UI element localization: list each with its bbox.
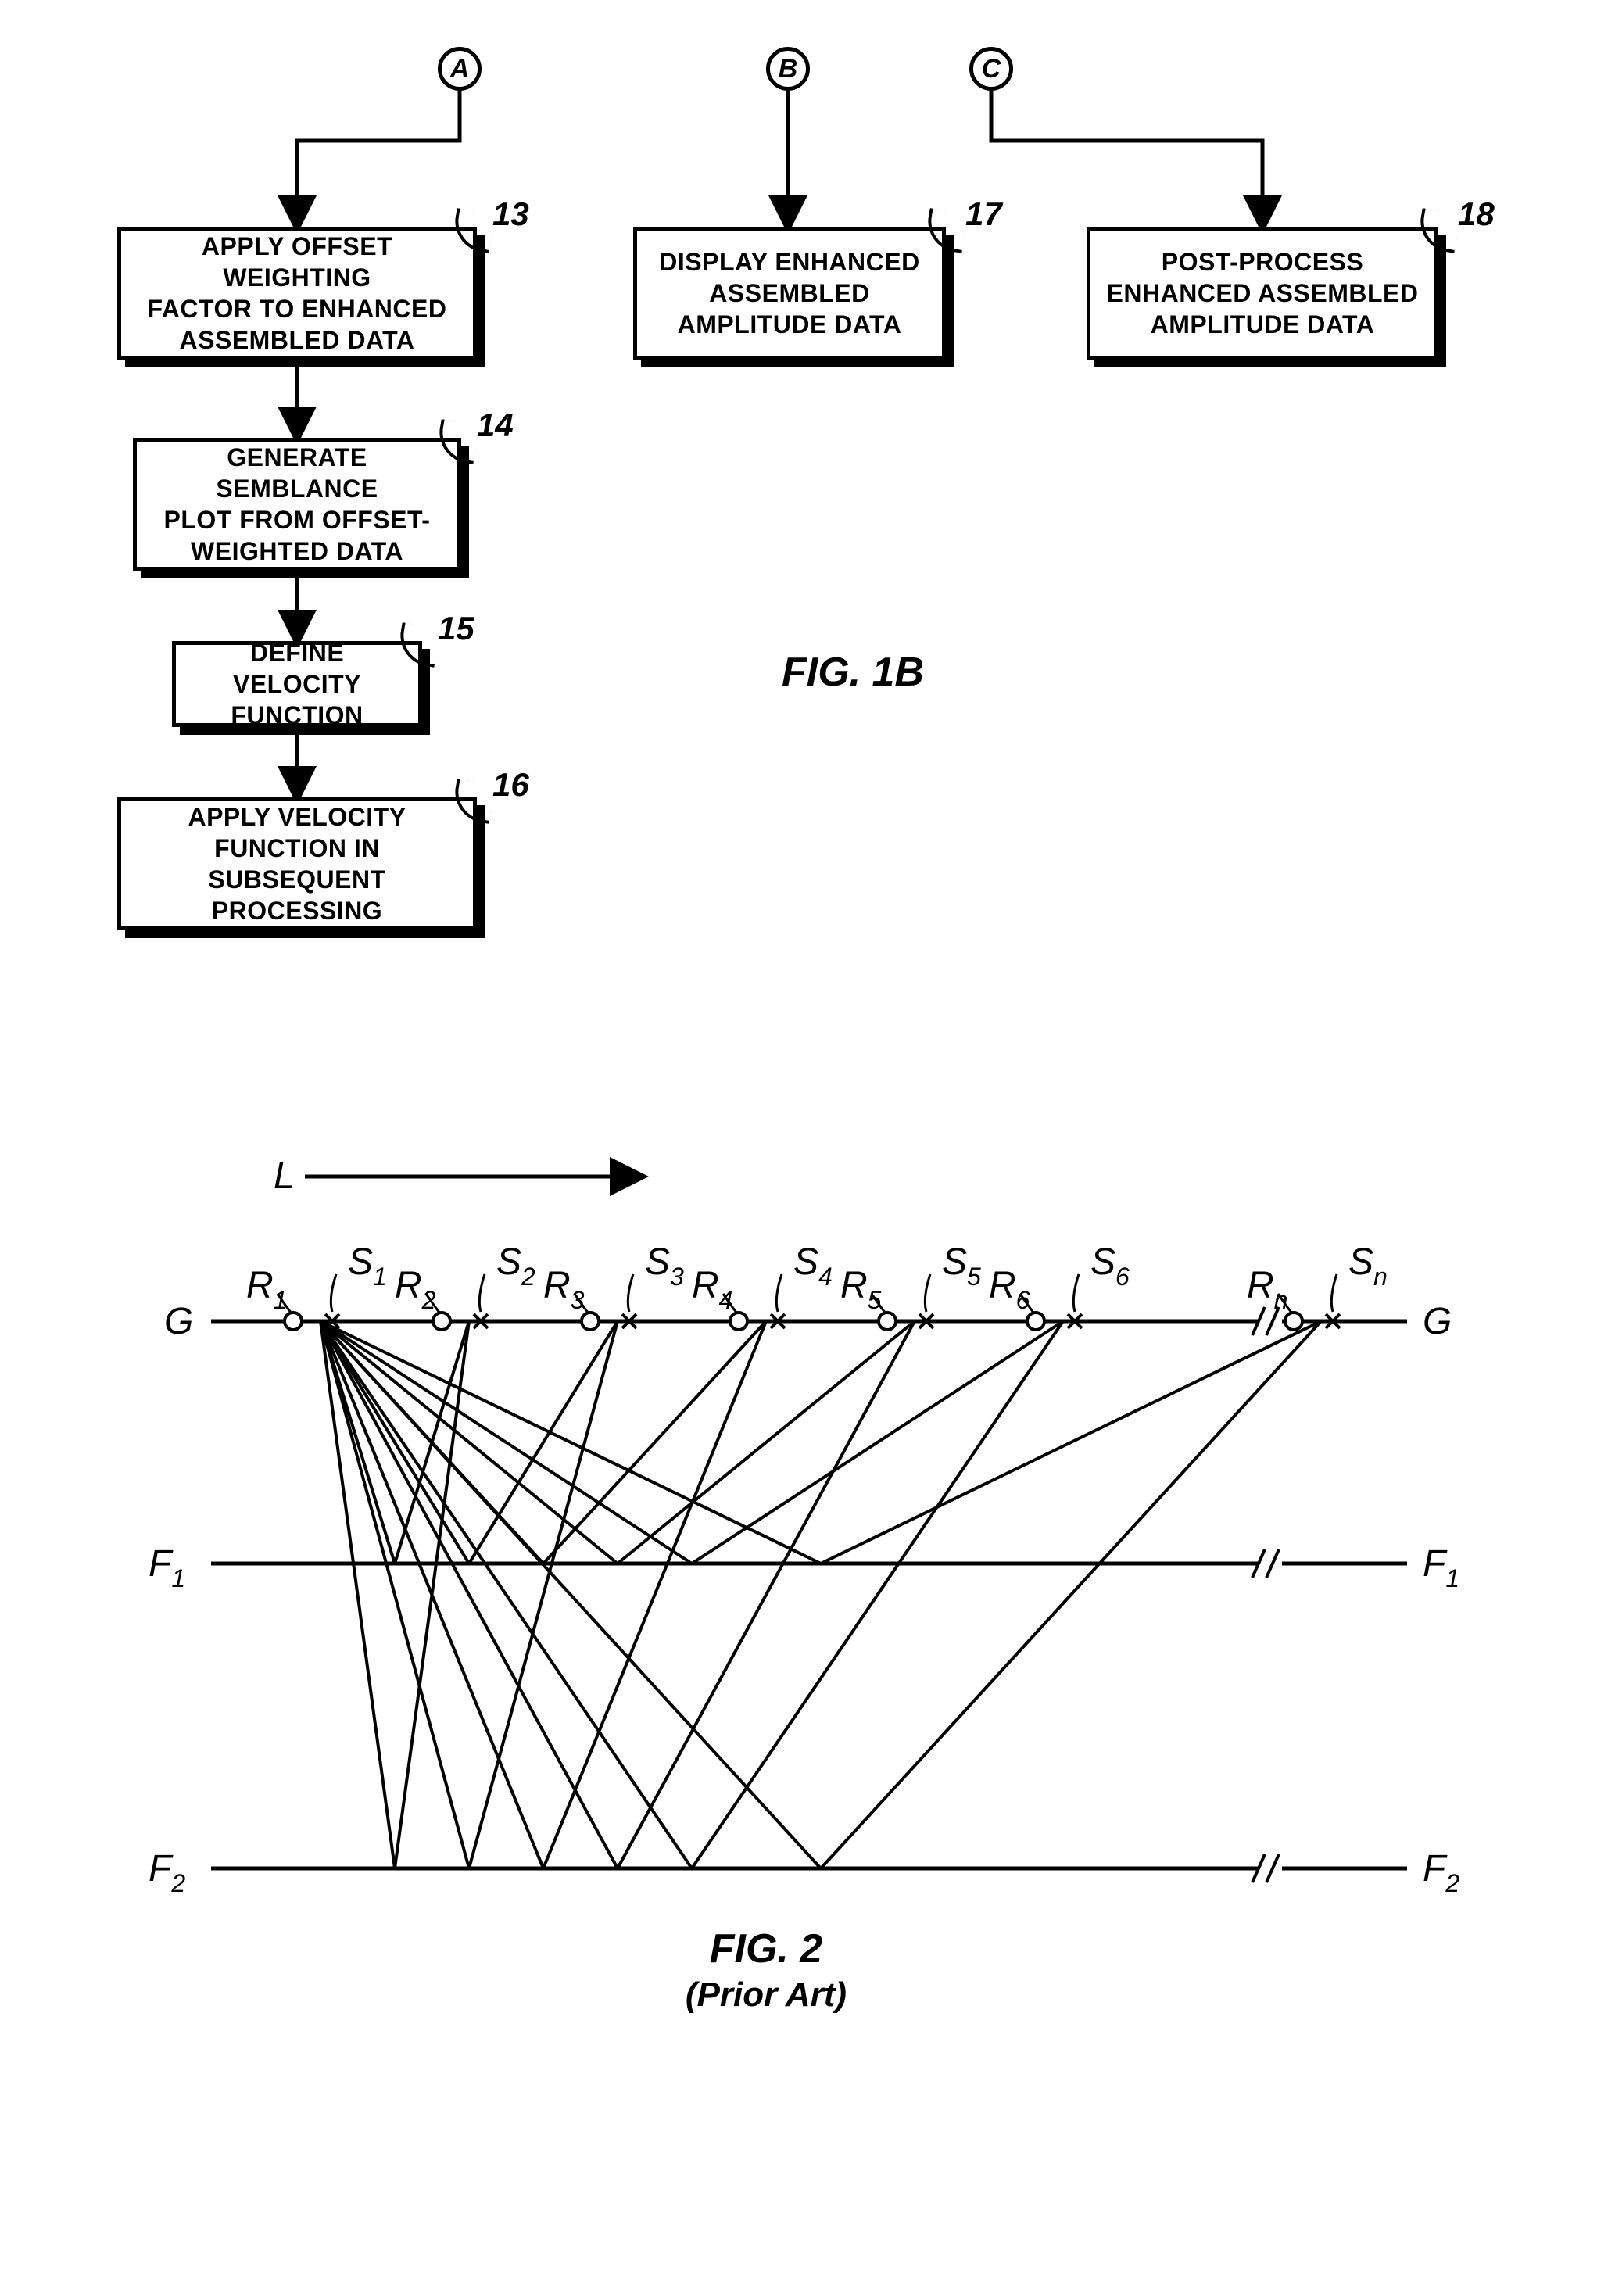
ray-f2-down	[320, 1321, 618, 1868]
flow-box-text: APPLY OFFSET WEIGHTINGFACTOR TO ENHANCED…	[135, 231, 459, 356]
break-mark	[1266, 1549, 1279, 1578]
ray-f2-down	[320, 1321, 692, 1868]
receiver-marker	[1027, 1313, 1044, 1330]
g-right: G	[1423, 1301, 1452, 1342]
connector-c: C	[969, 47, 1013, 91]
flow-box-14: GENERATE SEMBLANCEPLOT FROM OFFSET-WEIGH…	[133, 438, 461, 571]
flow-box-13: APPLY OFFSET WEIGHTINGFACTOR TO ENHANCED…	[117, 227, 477, 360]
flow-box-15: DEFINE VELOCITYFUNCTION	[172, 641, 422, 727]
ref-num-16: 16	[492, 766, 529, 804]
fig1b-label: FIG. 1B	[782, 649, 924, 696]
ref-num-17: 17	[965, 195, 1002, 233]
connector-a-label: A	[450, 54, 470, 84]
receiver-label-6: R6	[989, 1265, 1030, 1314]
flow-box-17: DISPLAY ENHANCEDASSEMBLEDAMPLITUDE DATA	[633, 227, 946, 360]
fig2-label: FIG. 2(Prior Art)	[686, 1926, 847, 2014]
connector-c-label: C	[982, 54, 1001, 84]
connector-b: B	[766, 47, 810, 91]
source-label-1: S1	[348, 1241, 387, 1291]
fig1b-label-text: FIG. 1B	[782, 650, 924, 695]
receiver-label-5: R5	[840, 1265, 882, 1314]
lead-hook	[1073, 1274, 1079, 1312]
connector-b-label: B	[779, 54, 798, 84]
source-label-2: S2	[496, 1241, 535, 1291]
receiver-label-4: R4	[692, 1265, 732, 1314]
receiver-label-1: R1	[246, 1265, 287, 1314]
ray-f2-down	[320, 1321, 395, 1868]
g-left: G	[164, 1301, 193, 1342]
lead-hook	[331, 1274, 336, 1312]
source-label-4: S4	[793, 1241, 833, 1291]
raypath-fig2: L G G F1 F1 F2 F2 S1 R1 S2 R2 S3 R3 S4 R4 S5 R5 S6 R6 Sn Rn F…	[31, 1126, 1584, 2064]
ray-f1-up	[618, 1321, 915, 1564]
lead-hook	[1331, 1274, 1337, 1312]
lead-hook	[628, 1274, 633, 1312]
ray-f2-up	[821, 1321, 1321, 1868]
lead-hook	[925, 1274, 930, 1312]
break-mark	[1266, 1854, 1279, 1882]
flow-box-16: APPLY VELOCITYFUNCTION IN SUBSEQUENTPROC…	[117, 797, 477, 930]
ray-f2-up	[618, 1321, 915, 1868]
f1-left: F1	[149, 1543, 185, 1592]
receiver-marker	[433, 1313, 450, 1330]
lead-hook	[479, 1274, 485, 1312]
ray-f2-up	[543, 1321, 766, 1868]
receiver-marker	[1285, 1313, 1302, 1330]
source-label-6: S6	[1090, 1241, 1130, 1291]
ref-num-13: 13	[492, 195, 529, 233]
flow-box-text: APPLY VELOCITYFUNCTION IN SUBSEQUENTPROC…	[135, 801, 459, 926]
flowchart-fig1b: A B C APPLY OFFSET WEIGHTINGFACTOR TO EN…	[31, 31, 1584, 1048]
flow-box-text: DISPLAY ENHANCEDASSEMBLEDAMPLITUDE DATA	[659, 246, 919, 340]
receiver-marker	[285, 1313, 302, 1330]
source-label-5: S5	[942, 1241, 981, 1291]
flow-arrow	[991, 91, 1262, 227]
l-label: L	[274, 1155, 295, 1197]
ref-num-15: 15	[438, 610, 474, 647]
lead-hook	[776, 1274, 782, 1312]
ray-f1-up	[543, 1321, 766, 1564]
raypath-svg: L G G F1 F1 F2 F2 S1 R1 S2 R2 S3 R3 S4 R4 S5 R5 S6 R6 Sn Rn F…	[31, 1126, 1584, 2064]
connector-a: A	[438, 47, 482, 91]
ref-num-14: 14	[477, 407, 514, 444]
receiver-marker	[582, 1313, 599, 1330]
flow-box-text: DEFINE VELOCITYFUNCTION	[190, 637, 404, 731]
f2-right: F2	[1423, 1848, 1459, 1897]
receiver-marker	[730, 1313, 747, 1330]
f2-left: F2	[149, 1848, 185, 1897]
source-label-3: S3	[645, 1241, 684, 1291]
flow-box-text: GENERATE SEMBLANCEPLOT FROM OFFSET-WEIGH…	[151, 442, 443, 567]
receiver-marker	[879, 1313, 896, 1330]
f1-right: F1	[1423, 1543, 1459, 1592]
page: A B C APPLY OFFSET WEIGHTINGFACTOR TO EN…	[31, 31, 1584, 2064]
ray-f2-down	[320, 1321, 543, 1868]
flow-arrow	[297, 91, 460, 227]
flow-box-18: POST-PROCESSENHANCED ASSEMBLEDAMPLITUDE …	[1087, 227, 1438, 360]
flow-box-text: POST-PROCESSENHANCED ASSEMBLEDAMPLITUDE …	[1107, 246, 1419, 340]
receiver-label-n: Rn	[1247, 1265, 1287, 1314]
ray-f1-up	[469, 1321, 618, 1564]
receiver-label-3: R3	[543, 1265, 585, 1314]
ref-num-18: 18	[1458, 195, 1495, 233]
receiver-label-2: R2	[395, 1265, 436, 1314]
source-label-n: Sn	[1348, 1241, 1388, 1291]
